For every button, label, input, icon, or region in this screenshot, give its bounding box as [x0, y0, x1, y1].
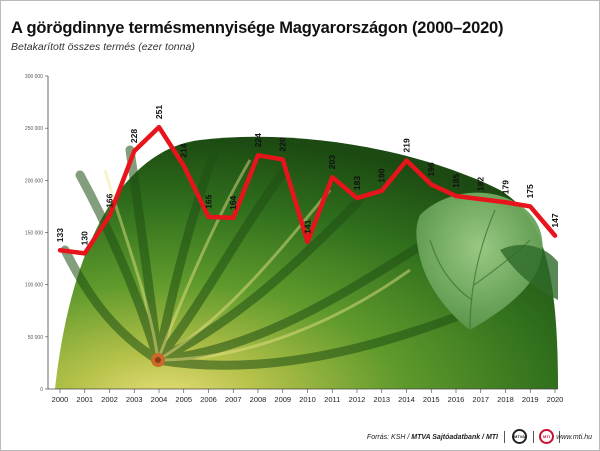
data-label: 175 [525, 184, 535, 198]
series-line-group [57, 124, 558, 256]
watermelon-image [55, 136, 558, 389]
footer-divider [533, 431, 534, 443]
data-label: 183 [352, 176, 362, 190]
chart-title: A görögdinnye termésmennyisége Magyarors… [11, 19, 504, 37]
x-tick-label: 2015 [423, 395, 440, 404]
x-tick-label: 2004 [151, 395, 168, 404]
x-tick-label: 2001 [76, 395, 93, 404]
source-credit: Forrás: KSH / MTVA Sajtóadatbank / MTI [367, 434, 498, 441]
data-label: 196 [426, 162, 436, 176]
footer: Forrás: KSH / MTVA Sajtóadatbank / MTI M… [0, 426, 600, 451]
x-tick-label: 2009 [274, 395, 291, 404]
data-label: 220 [278, 137, 288, 151]
y-tick-label: 250 000 [25, 126, 43, 132]
website-link[interactable]: www.mti.hu [556, 434, 592, 441]
source-bold: MTVA Sajtóadatbank / MTI [411, 434, 498, 441]
x-tick-label: 2020 [547, 395, 564, 404]
mti-logo-text: MTI [543, 434, 550, 439]
data-label: 190 [377, 168, 387, 182]
x-tick-label: 2017 [472, 395, 489, 404]
x-axis: 2000 2001 2002 2003 2004 2005 2006 2007 2008 2009… [48, 388, 564, 404]
mtva-logo-text: MTVA [514, 434, 526, 439]
data-label: 228 [129, 129, 139, 143]
source-prefix: Forrás: KSH / [366, 434, 412, 441]
data-label: 251 [154, 105, 164, 119]
x-tick-label: 2014 [398, 395, 415, 404]
x-tick-label: 2006 [200, 395, 217, 404]
x-tick-label: 2018 [497, 395, 514, 404]
x-tick-label: 2002 [101, 395, 118, 404]
data-label: 164 [228, 195, 238, 209]
footer-divider [504, 431, 505, 443]
data-label: 166 [105, 193, 115, 207]
x-tick-label: 2005 [175, 395, 192, 404]
data-label: 224 [253, 133, 263, 147]
data-label: 182 [476, 177, 486, 191]
x-tick-label: 2008 [250, 395, 267, 404]
x-tick-label: 2019 [522, 395, 539, 404]
data-label: 147 [550, 213, 560, 227]
x-tick-label: 2000 [52, 395, 69, 404]
x-tick-label: 2007 [225, 395, 242, 404]
footer-divider [559, 431, 560, 443]
y-tick-label: 150 000 [25, 231, 43, 237]
y-tick-label: 50 000 [28, 335, 44, 341]
y-tick-label: 200 000 [25, 178, 43, 184]
x-tick-label: 2016 [448, 395, 465, 404]
y-tick-label: 300 000 [25, 74, 43, 80]
x-tick-label: 2003 [126, 395, 143, 404]
data-label: 219 [402, 138, 412, 152]
data-labels: 133 130 166 228 251 214 165 164 224 220 141 203 183 1… [55, 105, 560, 246]
y-axis: 0 50 000 100 000 150 000 200 000 250 000 300 0… [25, 74, 49, 393]
data-label: 203 [327, 155, 337, 169]
x-tick-label: 2012 [349, 395, 366, 404]
x-tick-label: 2011 [324, 395, 340, 404]
y-tick-label: 100 000 [25, 283, 43, 289]
data-label: 179 [501, 180, 511, 194]
mtva-logo-icon: MTVA [512, 429, 527, 444]
data-label: 185 [451, 174, 461, 188]
data-label: 165 [204, 194, 214, 208]
data-label: 133 [55, 228, 65, 242]
chart-subtitle: Betakarított összes termés (ezer tonna) [11, 41, 195, 53]
data-label: 141 [303, 219, 313, 233]
x-tick-label: 2010 [299, 395, 316, 404]
y-tick-label: 0 [40, 387, 43, 393]
data-label: 130 [80, 231, 90, 245]
x-tick-label: 2013 [373, 395, 390, 404]
data-label: 214 [179, 143, 189, 157]
mti-logo-icon: MTI [539, 429, 554, 444]
